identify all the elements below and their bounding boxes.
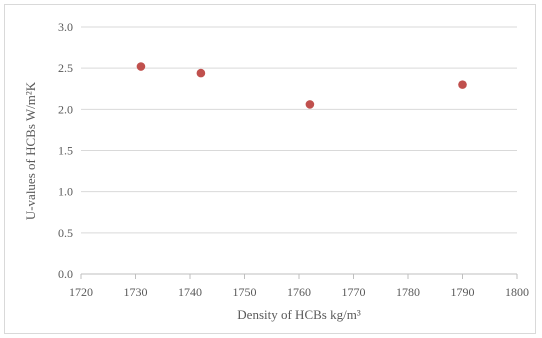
y-tick-label: 2.0: [58, 102, 73, 116]
x-tick-label: 1740: [178, 285, 202, 299]
data-point: [458, 80, 467, 89]
x-tick-label: 1760: [287, 285, 311, 299]
x-tick-label: 1800: [505, 285, 529, 299]
y-axis-title: U-values of HCBs W/m²K: [23, 81, 38, 220]
y-tick-labels: 0.0 0.5 1.0 1.5 2.0 2.5 3.0: [58, 20, 73, 281]
y-tick-label: 1.0: [58, 185, 73, 199]
y-tick-label: 3.0: [58, 20, 73, 34]
x-tick-label: 1780: [396, 285, 420, 299]
grid-lines: [81, 26, 517, 234]
x-tick-labels: 1720 1730 1740 1750 1760 1770 1780 1790 1800: [69, 285, 529, 299]
chart-frame: [4, 4, 536, 334]
axes: [80, 273, 518, 279]
x-tick-label: 1770: [342, 285, 366, 299]
data-point: [305, 100, 315, 109]
x-tick-label: 1730: [124, 285, 148, 299]
y-tick-label: 2.5: [58, 61, 73, 75]
data-points: [136, 62, 467, 109]
x-tick-label: 1790: [451, 285, 475, 299]
data-point: [196, 68, 206, 78]
y-tick-label: 0.0: [58, 267, 73, 281]
x-tick-label: 1720: [69, 285, 93, 299]
y-tick-label: 1.5: [58, 144, 73, 158]
x-axis-title: Density of HCBs kg/m³: [237, 307, 361, 322]
y-tick-label: 0.5: [58, 226, 73, 240]
data-point: [136, 62, 146, 71]
x-tick-label: 1750: [233, 285, 257, 299]
